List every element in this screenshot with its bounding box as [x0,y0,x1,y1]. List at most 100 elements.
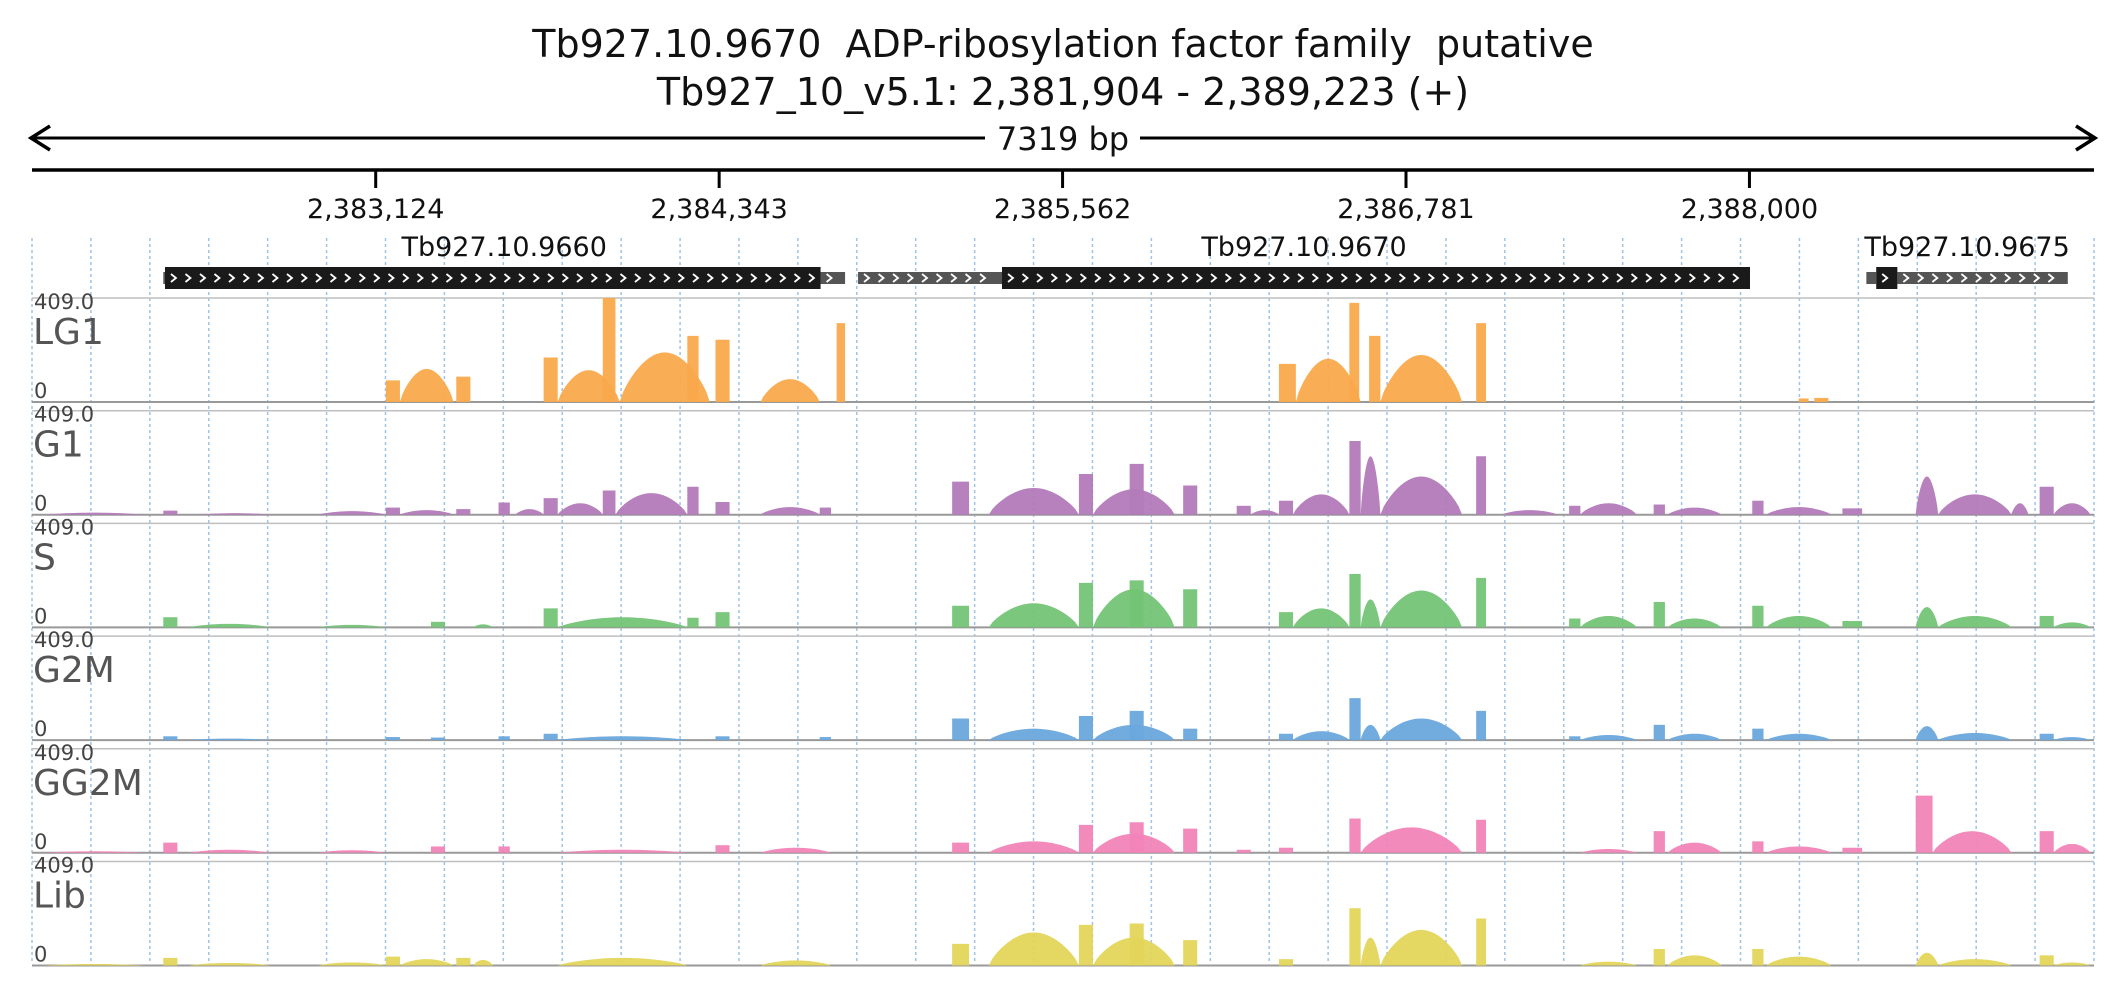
ymin-label: 0 [34,717,47,741]
coverage-block [1580,735,1637,741]
coverage-block [399,510,454,515]
strand-chevron [1881,273,1889,283]
strand-chevron [979,273,987,283]
strand-chevron [677,273,685,283]
strand-chevron [935,273,943,283]
strand-chevron [1369,273,1377,283]
coverage-block [1580,503,1637,515]
coverage-block [1380,718,1463,741]
coverage-block [1183,728,1198,741]
coverage-block [952,943,970,966]
strand-chevron [706,273,714,283]
coverage-block [1752,500,1764,515]
coverage-block [615,493,688,515]
coverage-block [1295,358,1361,402]
strand-chevron [1311,273,1319,283]
coverage-block [1766,846,1832,853]
coverage-block [1380,476,1463,515]
strand-chevron [431,273,439,283]
strand-chevron [1587,273,1595,283]
strand-chevron [170,273,178,283]
track-name: G1 [33,425,84,466]
ymin-label: 0 [34,943,47,967]
coverage-block [1183,940,1198,966]
coverage-block [163,736,178,741]
coverage-block [1476,819,1487,853]
track-LG1: 409.0 0 LG1 [32,290,2094,403]
coverage-block [1278,733,1294,741]
track-name: S [33,537,56,578]
gene-utr [163,272,165,284]
coverage-block [2053,622,2091,628]
strand-chevron [474,273,482,283]
gene-utr [1866,272,1877,284]
strand-chevron [1340,273,1348,283]
coverage-block [760,960,831,966]
span-label: 7319 bp [997,120,1129,158]
coverage-block [1653,831,1665,853]
coverage-block [1915,795,1933,853]
gene-label: Tb927.10.9660 [400,232,606,263]
gene-cds [164,267,821,289]
locus-subtitle: Tb927_10_v5.1: 2,381,904 - 2,389,223 (+) [656,70,1470,114]
coverage-block [602,490,616,515]
coverage-block [1814,397,1829,402]
strand-chevron [1413,273,1421,283]
strand-chevron [402,273,410,283]
strand-chevron [721,273,729,283]
ymax-label: 409.0 [34,290,94,314]
coverage-block [715,339,730,402]
strand-chevron [2018,273,2026,283]
coverage-block [318,511,386,515]
coverage-block [715,501,730,515]
strand-chevron [242,273,250,283]
strand-chevron [619,273,627,283]
coverage-block [163,842,178,853]
coverage-block [2053,737,2091,741]
coverage-block [1278,363,1296,402]
strand-chevron [1902,273,1910,283]
coverage-block [1915,726,1939,741]
strand-chevron [1543,273,1551,283]
strand-chevron [590,273,598,283]
coverage-block [988,841,1079,853]
coverage-block [1667,733,1722,741]
coverage-block [1580,615,1637,628]
track-name: G2M [33,650,115,691]
strand-chevron [1282,273,1290,283]
coverage-block [1380,929,1463,966]
strand-chevron [634,273,642,283]
coverage-block [1129,710,1144,741]
coverage-block [1129,822,1144,853]
coverage-block [430,621,446,628]
coverage-block [2039,615,2054,628]
coverage-block [163,510,178,515]
coverage-block [430,846,446,853]
coverage-block [1476,323,1487,402]
strand-chevron [257,273,265,283]
ymax-label: 409.0 [34,741,94,765]
coverage-block [557,849,688,853]
coverage-block [1293,608,1350,628]
strand-chevron [344,273,352,283]
tick-label: 2,383,124 [307,194,444,225]
coverage-block [1360,456,1381,515]
coverage-block [1183,589,1198,628]
coverage-block [1932,831,2012,853]
strand-chevron [315,273,323,283]
strand-chevron [489,273,497,283]
coverage-block [44,512,144,515]
strand-chevron [1616,273,1624,283]
strand-chevron [1210,273,1218,283]
strand-chevron [518,273,526,283]
page-title: Tb927.10.9670 ADP-ribosylation factor fa… [532,22,1594,66]
strand-chevron [1917,273,1925,283]
coverage-block [1842,508,1863,515]
coverage-block [1349,698,1361,741]
strand-chevron [416,273,424,283]
coverage-block [715,736,730,741]
strand-chevron [1558,273,1566,283]
strand-chevron [2004,273,2012,283]
ymax-label: 409.0 [34,854,94,878]
track-GG2M: 409.0 0 GG2M [32,741,2094,854]
